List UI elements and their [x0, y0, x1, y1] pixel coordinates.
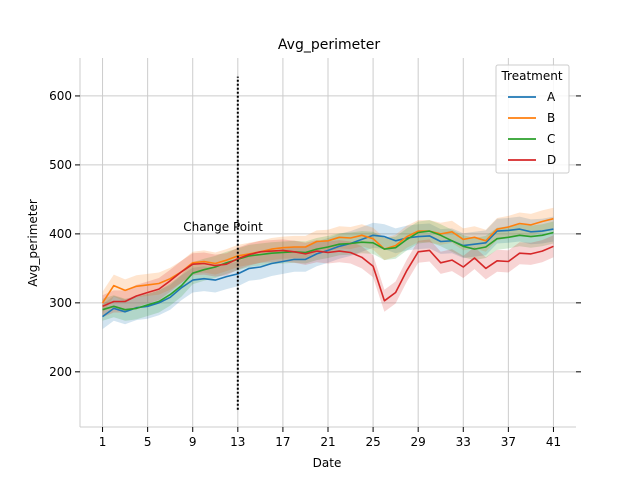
x-axis-label: Date — [313, 456, 342, 470]
x-tick-label: 21 — [320, 435, 335, 449]
x-tick-label: 13 — [230, 435, 245, 449]
x-tick-label: 41 — [546, 435, 561, 449]
x-tick-label: 37 — [501, 435, 516, 449]
x-tick-label: 9 — [189, 435, 197, 449]
series-line-C — [102, 230, 554, 311]
y-axis-label: Avg_perimeter — [26, 199, 40, 287]
legend-label-A: A — [547, 90, 556, 104]
legend-label-B: B — [547, 111, 555, 125]
y-tick-label: 400 — [49, 227, 72, 241]
series-line-D — [102, 245, 554, 308]
series-lines — [101, 217, 554, 318]
x-tick-label: 33 — [456, 435, 471, 449]
series-band-D — [102, 235, 554, 318]
series-line-A — [102, 228, 554, 318]
y-tick-label: 500 — [49, 158, 72, 172]
series-band-A — [102, 216, 554, 330]
chart-title: Avg_perimeter — [278, 37, 380, 53]
legend-title: Treatment — [500, 69, 562, 83]
y-tick-label: 300 — [49, 296, 72, 310]
change-point-label: Change Point — [183, 220, 263, 234]
y-tick-label: 600 — [49, 89, 72, 103]
legend-frame — [495, 64, 570, 174]
y-tick-label: 200 — [49, 365, 72, 379]
x-tick-label: 1 — [99, 435, 107, 449]
legend-label-C: C — [547, 132, 555, 146]
ticks: 1 5 9 13 17 21 25 29 33 37 41 200 300 400 500 600 — [49, 89, 581, 449]
x-tick-label: 25 — [365, 435, 380, 449]
legend-label-D: D — [547, 153, 556, 167]
x-tick-label: 29 — [411, 435, 426, 449]
series-band-C — [102, 220, 554, 321]
x-tick-label: 5 — [144, 435, 152, 449]
x-tick-label: 17 — [275, 435, 290, 449]
